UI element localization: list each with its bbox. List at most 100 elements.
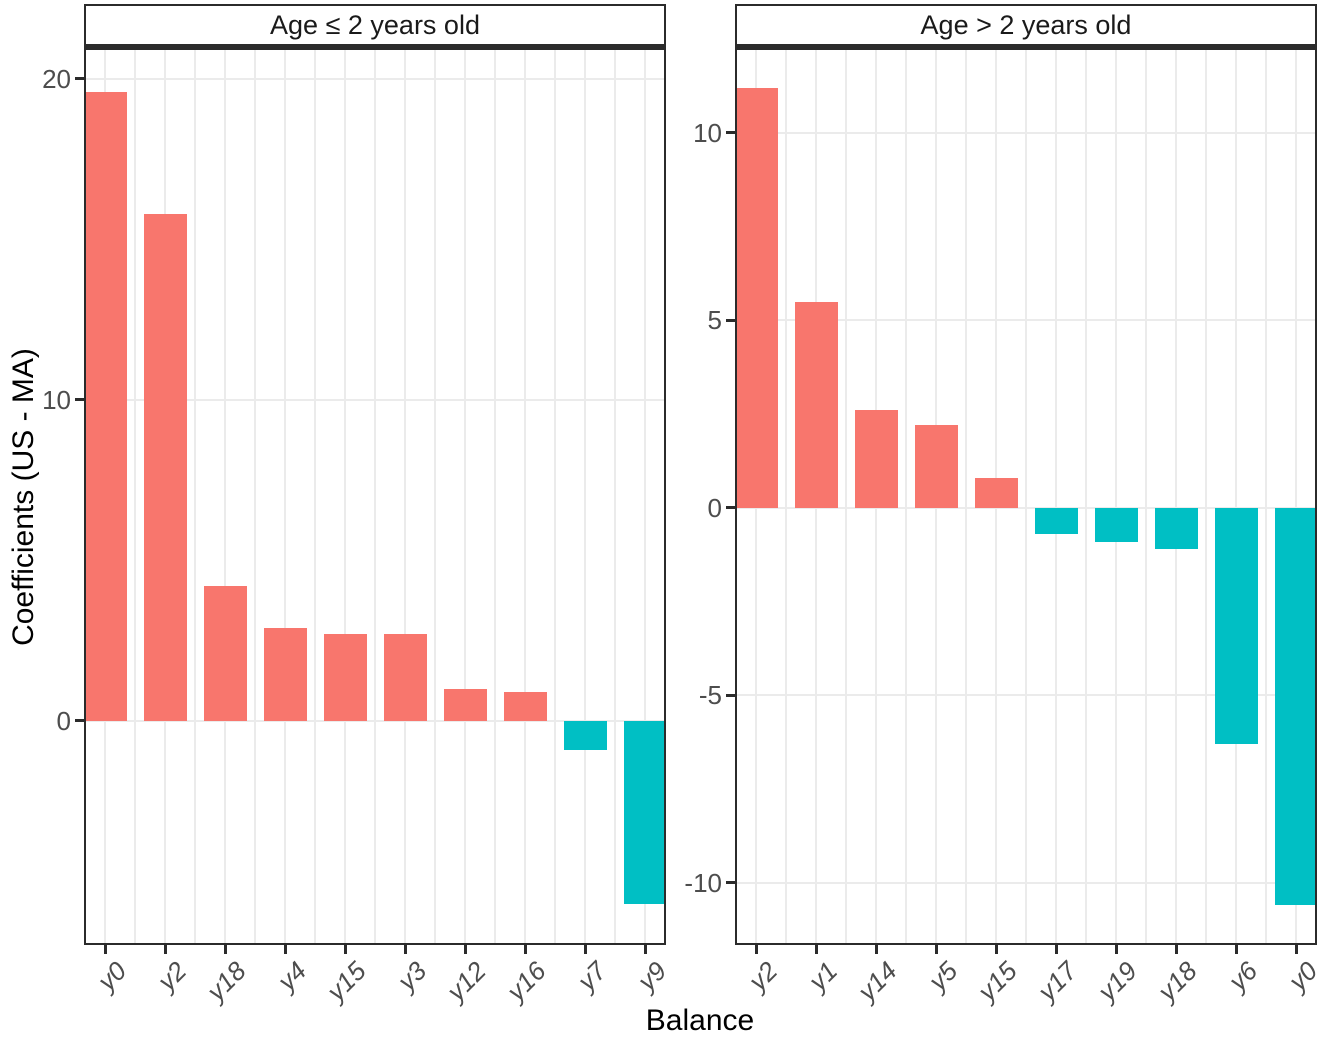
bar: [854, 410, 898, 508]
x-tick-label: y6: [1222, 955, 1263, 997]
vertical-gridline: [134, 50, 136, 943]
y-tick-label: 10: [42, 384, 71, 415]
bar: [263, 627, 307, 721]
x-tick-label: y1: [802, 955, 843, 997]
x-tick-label: y15: [971, 955, 1023, 1007]
x-tick-label: y0: [1282, 955, 1318, 997]
bar: [323, 634, 367, 721]
x-tick: [874, 945, 878, 954]
vertical-gridline: [1175, 50, 1177, 943]
y-tick-label: -10: [684, 867, 722, 898]
x-tick: [1174, 945, 1178, 954]
vertical-gridline: [1085, 50, 1087, 943]
facet-strip: Age ≤ 2 years old: [84, 4, 666, 46]
bar: [1094, 507, 1138, 542]
vertical-gridline: [1115, 50, 1117, 943]
x-tick-label: y2: [151, 955, 192, 997]
x-tick-label: y14: [851, 955, 903, 1007]
x-tick: [754, 945, 758, 954]
vertical-gridline: [905, 50, 907, 943]
x-tick-label: y7: [571, 955, 612, 997]
vertical-gridline: [524, 50, 526, 943]
y-tick: [726, 881, 735, 885]
horizontal-gridline: [86, 719, 664, 722]
x-tick-label: y4: [271, 955, 312, 997]
bar: [623, 720, 664, 904]
vertical-gridline: [194, 50, 196, 943]
x-tick-label: y0: [91, 955, 132, 997]
facet-title: Age > 2 years old: [920, 9, 1132, 40]
bar: [1154, 507, 1198, 550]
vertical-gridline: [254, 50, 256, 943]
x-tick: [934, 945, 938, 954]
vertical-gridline: [374, 50, 376, 943]
horizontal-gridline: [737, 506, 1315, 509]
y-tick-label: 0: [707, 492, 722, 523]
vertical-gridline: [224, 50, 226, 943]
bar: [443, 688, 487, 721]
x-tick-label: y16: [500, 955, 552, 1007]
bar: [914, 425, 958, 508]
x-tick: [583, 945, 587, 954]
y-tick: [75, 719, 84, 723]
bar: [1214, 507, 1258, 745]
x-tick: [1234, 945, 1238, 954]
x-tick: [523, 945, 527, 954]
y-tick-label: -5: [698, 680, 722, 711]
horizontal-gridline: [86, 77, 664, 80]
vertical-gridline: [494, 50, 496, 943]
vertical-gridline: [1205, 50, 1207, 943]
x-tick: [994, 945, 998, 954]
vertical-gridline: [1295, 50, 1297, 943]
x-tick-label: y5: [922, 955, 963, 997]
bar: [143, 213, 187, 721]
x-tick: [814, 945, 818, 954]
vertical-gridline: [554, 50, 556, 943]
facet-title: Age ≤ 2 years old: [270, 9, 480, 40]
y-tick: [726, 131, 735, 135]
x-tick-label: y12: [440, 955, 492, 1007]
horizontal-gridline: [737, 131, 1315, 134]
y-tick: [726, 318, 735, 322]
horizontal-gridline: [86, 398, 664, 401]
vertical-gridline: [584, 50, 586, 943]
vertical-gridline: [314, 50, 316, 943]
vertical-gridline: [614, 50, 616, 943]
vertical-gridline: [1025, 50, 1027, 943]
x-tick-label: y18: [1151, 955, 1203, 1007]
x-tick: [1294, 945, 1298, 954]
vertical-gridline: [434, 50, 436, 943]
x-tick: [1114, 945, 1118, 954]
y-tick: [75, 77, 84, 81]
y-tick-label: 20: [42, 63, 71, 94]
x-tick: [103, 945, 107, 954]
bar: [563, 720, 607, 750]
bar: [86, 91, 127, 721]
x-tick: [643, 945, 647, 954]
horizontal-gridline: [737, 319, 1315, 322]
bar: [974, 477, 1018, 508]
x-tick: [463, 945, 467, 954]
vertical-gridline: [404, 50, 406, 943]
horizontal-gridline: [737, 694, 1315, 697]
vertical-gridline: [1235, 50, 1237, 943]
x-axis-title: Balance: [645, 1004, 755, 1037]
x-tick-label: y3: [391, 955, 432, 997]
bar: [737, 87, 778, 508]
y-tick: [726, 506, 735, 510]
vertical-gridline: [1055, 50, 1057, 943]
bar: [503, 691, 547, 721]
vertical-gridline: [1145, 50, 1147, 943]
bar: [203, 586, 247, 721]
x-tick: [403, 945, 407, 954]
x-tick-label: y19: [1091, 955, 1143, 1007]
y-axis-title: Coefficients (US - MA): [7, 348, 40, 646]
y-tick: [75, 398, 84, 402]
y-tick-label: 10: [693, 117, 722, 148]
vertical-gridline: [344, 50, 346, 943]
x-tick-label: y9: [631, 955, 672, 997]
y-tick-label: 5: [707, 305, 722, 336]
x-tick: [1054, 945, 1058, 954]
panel: [84, 46, 666, 945]
x-tick-label: y18: [200, 955, 252, 1007]
